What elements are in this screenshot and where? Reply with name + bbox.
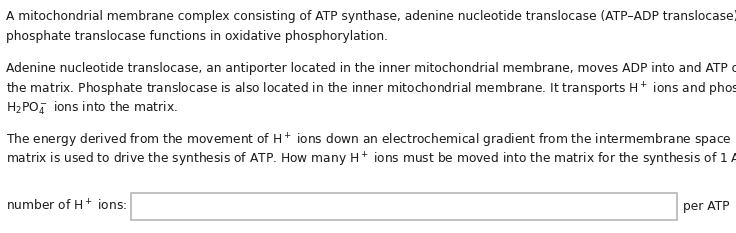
Text: The energy derived from the movement of H$^+$ ions down an electrochemical gradi: The energy derived from the movement of … bbox=[6, 132, 736, 150]
Text: the matrix. Phosphate translocase is also located in the inner mitochondrial mem: the matrix. Phosphate translocase is als… bbox=[6, 81, 736, 99]
FancyBboxPatch shape bbox=[131, 193, 677, 220]
Text: H$_2$PO$_4^-$ ions into the matrix.: H$_2$PO$_4^-$ ions into the matrix. bbox=[6, 100, 177, 117]
Text: A mitochondrial membrane complex consisting of ATP synthase, adenine nucleotide : A mitochondrial membrane complex consist… bbox=[6, 10, 736, 24]
Text: matrix is used to drive the synthesis of ATP. How many H$^+$ ions must be moved : matrix is used to drive the synthesis of… bbox=[6, 151, 736, 169]
Text: number of H$^+$ ions:: number of H$^+$ ions: bbox=[6, 199, 127, 214]
Text: phosphate translocase functions in oxidative phosphorylation.: phosphate translocase functions in oxida… bbox=[6, 30, 388, 43]
Text: Adenine nucleotide translocase, an antiporter located in the inner mitochondrial: Adenine nucleotide translocase, an antip… bbox=[6, 62, 736, 75]
Text: per ATP: per ATP bbox=[683, 200, 729, 213]
